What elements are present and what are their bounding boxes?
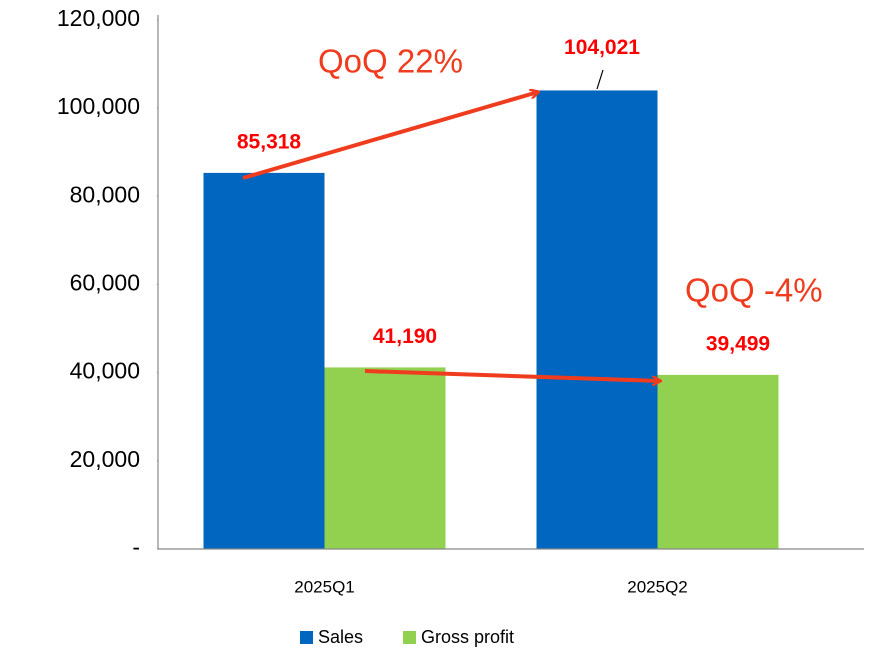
annotation: QoQ -4% [685, 272, 823, 309]
y-tick-label: 100,000 [57, 93, 140, 119]
legend: Sales Gross profit [300, 627, 514, 647]
y-tick-label: 20,000 [70, 446, 140, 472]
arrow [364, 369, 660, 381]
bar [203, 172, 325, 549]
legend-label: Gross profit [421, 627, 514, 647]
plot-area: - 20,000 40,000 60,000 80,000 100,000 120,000 2… [57, 5, 864, 596]
annotation: QoQ 22% [318, 43, 463, 80]
legend-label: Sales [318, 627, 363, 647]
legend-swatch [300, 631, 313, 644]
y-tick-label: 120,000 [57, 5, 140, 31]
bar [536, 90, 658, 549]
arrow [242, 92, 538, 180]
x-tick-label: 2025Q2 [627, 577, 688, 596]
bar [657, 374, 779, 549]
value-label: 39,499 [706, 332, 770, 355]
value-label: 41,190 [373, 325, 437, 348]
leader-line [596, 69, 604, 90]
y-tick-label: 40,000 [70, 358, 140, 384]
value-label: 85,318 [237, 130, 302, 153]
y-tick-label: 80,000 [70, 181, 140, 207]
x-tick-label: 2025Q1 [294, 577, 355, 596]
bar [324, 367, 446, 549]
y-tick-label: - [132, 534, 140, 560]
legend-swatch [403, 631, 417, 644]
value-label: 104,021 [564, 36, 640, 59]
y-tick-label: 60,000 [70, 270, 140, 296]
